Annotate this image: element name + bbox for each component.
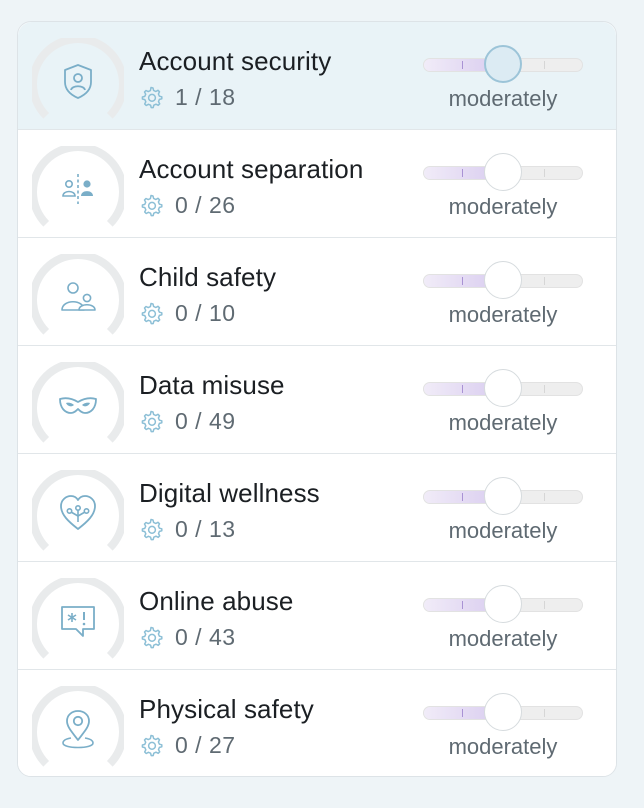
- category-card-physical-safety[interactable]: Physical safety 0 / 27 moderately: [18, 670, 616, 776]
- category-card-account-separation[interactable]: Account separation 0 / 26 moderately: [18, 130, 616, 238]
- category-list: Account security 1 / 18 moderately: [17, 21, 617, 777]
- gear-icon: [141, 734, 163, 757]
- category-card-digital-wellness[interactable]: Digital wellness 0 / 13 moderately: [18, 454, 616, 562]
- slider-thumb[interactable]: [484, 477, 522, 515]
- gear-icon: [141, 86, 163, 109]
- chat-alert-icon: [61, 606, 95, 637]
- progress-gauge: [32, 578, 124, 670]
- level-slider[interactable]: [423, 261, 583, 299]
- slider-thumb[interactable]: [484, 369, 522, 407]
- category-card-child-safety[interactable]: Child safety 0 / 10 moderately: [18, 238, 616, 346]
- progress-gauge: [32, 470, 124, 562]
- category-title: Account security: [139, 46, 332, 76]
- slider-thumb[interactable]: [484, 261, 522, 299]
- slider-thumb[interactable]: [484, 693, 522, 731]
- category-card-data-misuse[interactable]: Data misuse 0 / 49 moderately: [18, 346, 616, 454]
- gear-icon: [141, 302, 163, 325]
- level-slider[interactable]: [423, 693, 583, 731]
- progress-gauge: [32, 362, 124, 454]
- level-label: moderately: [448, 410, 558, 435]
- gear-icon: [141, 626, 163, 649]
- level-slider[interactable]: [423, 369, 583, 407]
- slider-thumb[interactable]: [484, 153, 522, 191]
- level-label: moderately: [448, 734, 558, 759]
- category-count: 0 / 26: [175, 192, 236, 218]
- category-title: Digital wellness: [139, 478, 320, 508]
- category-count: 1 / 18: [175, 84, 236, 110]
- category-title: Physical safety: [139, 694, 314, 724]
- level-slider[interactable]: [423, 477, 583, 515]
- level-label: moderately: [448, 194, 558, 219]
- level-label: moderately: [448, 518, 558, 543]
- category-count: 0 / 27: [175, 732, 236, 758]
- level-label: moderately: [448, 626, 558, 651]
- category-card-account-security[interactable]: Account security 1 / 18 moderately: [18, 22, 616, 130]
- progress-gauge: [32, 146, 124, 238]
- category-title: Account separation: [139, 154, 364, 184]
- category-title: Data misuse: [139, 370, 285, 400]
- level-slider[interactable]: [423, 45, 583, 83]
- slider-thumb[interactable]: [484, 45, 522, 83]
- gear-icon: [141, 518, 163, 541]
- progress-gauge: [32, 38, 124, 130]
- category-title: Child safety: [139, 262, 277, 292]
- slider-thumb[interactable]: [484, 585, 522, 623]
- category-card-online-abuse[interactable]: Online abuse 0 / 43 moderately: [18, 562, 616, 670]
- level-label: moderately: [448, 86, 558, 111]
- separated-users-icon: [62, 174, 93, 204]
- parent-child-icon: [61, 282, 96, 311]
- category-count: 0 / 13: [175, 516, 236, 542]
- level-label: moderately: [448, 302, 558, 327]
- level-slider[interactable]: [423, 585, 583, 623]
- category-count: 0 / 49: [175, 408, 236, 434]
- category-count: 0 / 43: [175, 624, 236, 650]
- level-slider[interactable]: [423, 153, 583, 191]
- category-count: 0 / 10: [175, 300, 236, 326]
- progress-gauge: [32, 686, 124, 776]
- shield-user-icon: [64, 64, 92, 99]
- progress-gauge: [32, 254, 124, 346]
- gear-icon: [141, 194, 163, 217]
- location-pin-icon: [62, 710, 94, 749]
- category-title: Online abuse: [139, 586, 294, 616]
- gear-icon: [141, 410, 163, 433]
- mask-icon: [59, 397, 97, 414]
- heart-circuit-icon: [60, 495, 96, 530]
